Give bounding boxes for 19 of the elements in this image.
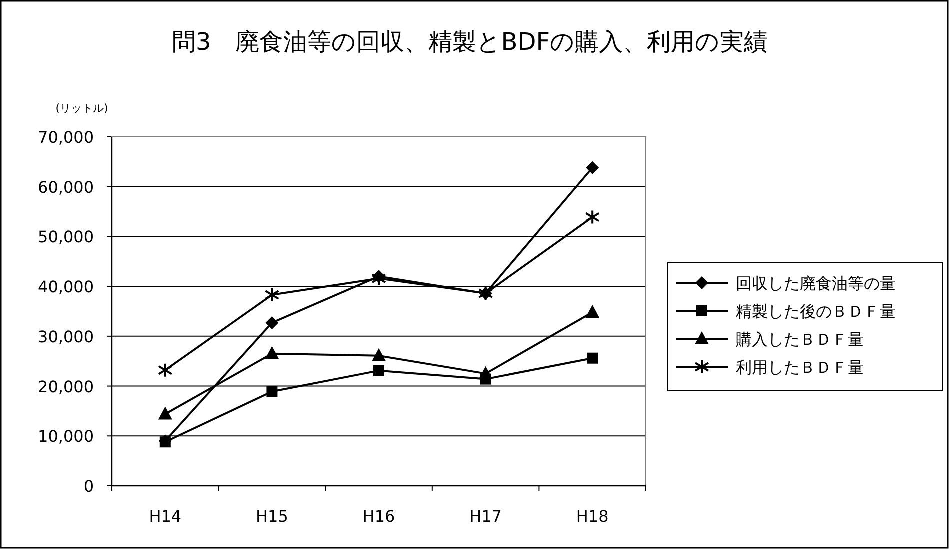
x-tick-label: H15 [256, 507, 288, 526]
y-tick-label: 50,000 [38, 228, 94, 247]
x-tick-label: H18 [576, 507, 609, 526]
y-axis-title: (リットル) [56, 102, 108, 115]
y-tick-label: 70,000 [38, 128, 94, 147]
y-tick-label: 30,000 [38, 327, 94, 346]
legend-label: 利用したＢＤＦ量 [736, 358, 864, 377]
x-tick-label: H16 [362, 507, 396, 526]
legend-label: 回収した廃食油等の量 [736, 274, 896, 293]
y-tick-label: 20,000 [38, 377, 94, 396]
y-tick-label: 60,000 [38, 178, 94, 197]
y-tick-label: 0 [84, 477, 94, 496]
chart-title: 問3 廃食油等の回収、精製とBDFの購入、利用の実績 [172, 28, 768, 56]
x-tick-label: H17 [470, 507, 502, 526]
y-tick-label: 40,000 [38, 278, 94, 297]
x-tick-label: H14 [149, 507, 182, 526]
y-tick-label: 10,000 [38, 427, 94, 446]
legend-label: 精製した後のＢＤＦ量 [736, 302, 896, 321]
legend-label: 購入したＢＤＦ量 [736, 330, 864, 349]
